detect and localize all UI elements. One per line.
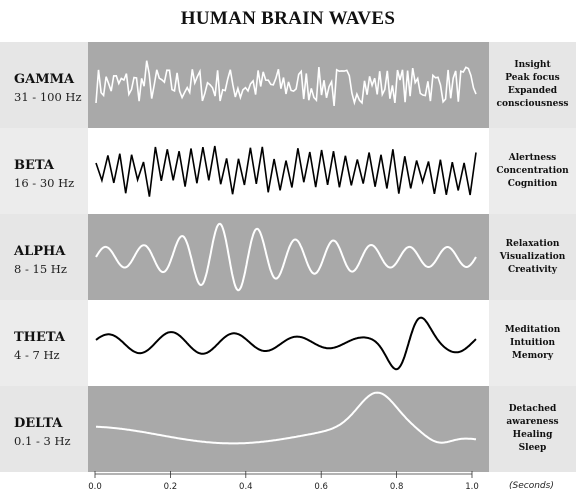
effects-panel — [489, 42, 576, 128]
effect-item: Expanded — [507, 86, 558, 96]
band-name: THETA — [14, 330, 65, 345]
band-alpha: ALPHA 8 - 15 Hz Relaxation Visualization… — [0, 214, 576, 300]
effect-item: awareness — [506, 417, 559, 427]
effect-item: Relaxation — [505, 238, 560, 249]
effects-list: Alertness Concentration Cognition — [489, 128, 576, 214]
axis-line — [94, 471, 473, 478]
effect-item: Detached — [508, 404, 557, 414]
band-frequency: 8 - 15 Hz — [14, 262, 67, 276]
band-frequency: 16 - 30 Hz — [14, 176, 75, 190]
effects-panel — [489, 214, 576, 300]
band-frequency: 31 - 100 Hz — [14, 90, 82, 104]
effect-item: Cognition — [507, 178, 558, 189]
effect-item: Meditation — [504, 324, 561, 335]
band-frequency: 0.1 - 3 Hz — [14, 434, 71, 448]
delta-wave-path — [96, 391, 477, 445]
band-label-panel: BETA 16 - 30 Hz — [0, 128, 88, 214]
effect-item: Visualization — [499, 251, 566, 262]
band-label-panel: GAMMA 31 - 100 Hz — [0, 42, 88, 128]
band-label-panel: DELTA 0.1 - 3 Hz — [0, 386, 88, 472]
band-gamma: GAMMA 31 - 100 Hz Insight Peak focus Exp… — [0, 42, 576, 128]
wave-area — [88, 214, 489, 300]
effects-list: Detached awareness Healing Sleep — [489, 386, 576, 472]
wave-area — [88, 42, 489, 128]
effect-item: Healing — [512, 430, 553, 440]
effect-item: Intuition — [510, 337, 555, 348]
effect-item: Sleep — [518, 443, 547, 453]
theta-wave-path — [95, 316, 477, 371]
band-frequency: 4 - 7 Hz — [14, 348, 60, 362]
band-name: DELTA — [14, 416, 63, 431]
band-label-panel: ALPHA 8 - 15 Hz — [0, 214, 88, 300]
band-beta: BETA 16 - 30 Hz Alertness Concentration … — [0, 128, 576, 214]
time-axis: 0.0 0.2 0.4 0.6 0.8 1.0 (Seconds) — [0, 470, 576, 500]
wave-area — [88, 300, 489, 386]
effects-panel — [489, 300, 576, 386]
axis-unit-label: (Seconds) — [509, 481, 554, 491]
band-name: GAMMA — [14, 72, 75, 87]
alpha-wave — [95, 222, 477, 292]
effects-list: Meditation Intuition Memory — [489, 300, 576, 386]
effect-item: Memory — [511, 350, 554, 361]
wave-area — [88, 128, 489, 214]
diagram-title: HUMAN BRAIN WAVES — [180, 8, 396, 29]
alpha-wave-path — [95, 222, 477, 292]
axis-tick-label: 0.4 — [239, 482, 253, 492]
band-name: ALPHA — [14, 244, 66, 259]
axis-tick-label: 1.0 — [465, 482, 479, 492]
effect-item: Alertness — [508, 152, 557, 163]
band-label-panel: THETA 4 - 7 Hz — [0, 300, 88, 386]
band-delta: DELTA 0.1 - 3 Hz Detached awareness Heal… — [0, 386, 576, 472]
gamma-wave — [95, 60, 477, 106]
effect-item: Peak focus — [505, 73, 560, 83]
axis-tick-label: 0.6 — [314, 482, 328, 492]
beta-wave-path — [95, 145, 477, 197]
effect-item: Concentration — [496, 165, 569, 176]
effects-panel — [489, 386, 576, 472]
delta-wave — [96, 391, 477, 445]
effect-item: Insight — [514, 60, 551, 70]
theta-wave — [95, 316, 477, 371]
beta-wave — [95, 145, 477, 197]
effect-item: Creativity — [507, 264, 558, 275]
axis-tick-label: 0.0 — [88, 482, 102, 492]
effects-panel — [489, 128, 576, 214]
gamma-wave-path — [95, 60, 477, 106]
axis-tick-label: 0.2 — [163, 482, 178, 492]
effects-list: Relaxation Visualization Creativity — [489, 214, 576, 300]
effects-list: Insight Peak focus Expanded consciousnes… — [489, 42, 576, 128]
band-name: BETA — [14, 158, 54, 173]
wave-area — [88, 386, 489, 472]
band-theta: THETA 4 - 7 Hz Meditation Intuition Memo… — [0, 300, 576, 386]
effect-item: consciousness — [496, 99, 569, 109]
axis-tick-label: 0.8 — [389, 482, 404, 492]
